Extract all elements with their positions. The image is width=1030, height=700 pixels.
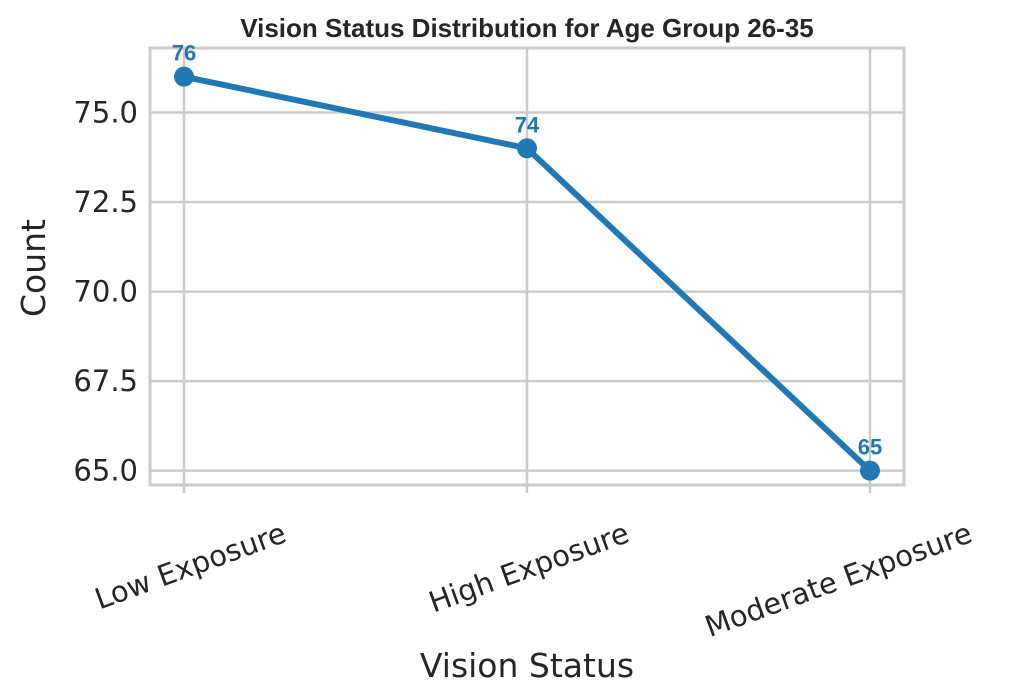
- series: 76 74 65: [172, 41, 882, 481]
- data-point: [860, 460, 880, 481]
- data-label: 74: [515, 112, 540, 137]
- data-label: 76: [172, 41, 196, 66]
- data-label: 65: [858, 435, 882, 460]
- plot-frame: [148, 46, 906, 487]
- data-point: [174, 66, 194, 87]
- x-axis-ticks: Low Exposure High Exposure Moderate Exposu…: [90, 485, 976, 644]
- y-axis-ticks: 65.0 67.5 70.0 72.5 75.0: [73, 95, 138, 487]
- y-tick-label: 70.0: [73, 275, 138, 309]
- y-tick-label: 72.5: [73, 185, 138, 219]
- x-axis-label: Vision Status: [420, 646, 634, 685]
- y-tick-label: 65.0: [73, 454, 138, 488]
- y-tick-label: 75.0: [73, 95, 138, 129]
- chart-title: Vision Status Distribution for Age Group…: [240, 13, 814, 43]
- y-axis-label: Count: [14, 219, 53, 317]
- x-tick-label: High Exposure: [424, 516, 633, 620]
- grid: [150, 48, 904, 485]
- x-tick-label: Moderate Exposure: [700, 516, 976, 644]
- data-point: [517, 138, 537, 159]
- x-tick-label: Low Exposure: [90, 516, 290, 617]
- y-tick-label: 67.5: [73, 364, 138, 398]
